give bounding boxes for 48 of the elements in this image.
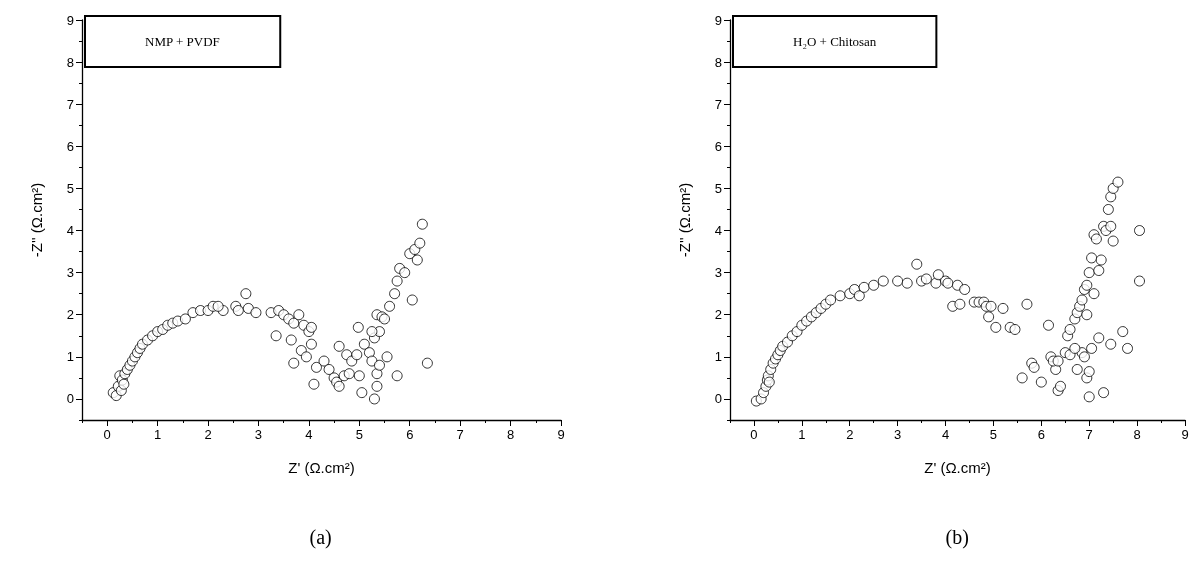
x-tick-label: 5 [355,427,363,442]
x-tick-label: 2 [204,427,212,442]
x-tick-label: 3 [894,427,902,442]
annotation: H₂O + Chitosan [793,34,877,49]
y-tick-label: 0 [714,391,722,407]
x-tick-label: 0 [103,427,111,442]
x-tick-label: 4 [305,427,313,442]
x-tick-label: 8 [1133,427,1141,442]
x-tick-label: 1 [798,427,806,442]
y-tick-label: 8 [66,54,74,70]
text: (b) [945,526,969,549]
y-tick-label: 8 [714,54,722,70]
y-tick-label: 3 [714,265,722,281]
text: (a) [309,526,332,549]
y-tick-label: 7 [714,96,722,112]
y-tick-label: 3 [66,265,74,281]
x-tick-label: 1 [154,427,162,442]
y-tick-label: 2 [714,307,722,323]
y-tick-label: 1 [714,349,722,365]
y-tick-label: 4 [66,223,74,239]
annotation: NMP + PVDF [145,34,220,49]
y-axis-title: -Z'' (Ω.cm²) [676,182,693,258]
x-tick-label: 5 [989,427,998,442]
y-tick-label: 4 [714,223,722,239]
y-tick-label: 9 [66,12,74,28]
y-tick-label: 0 [66,391,74,407]
x-tick-label: 9 [557,427,565,442]
x-tick-label: 8 [506,427,515,442]
x-tick-label: 0 [750,427,758,442]
x-tick-label: 7 [1085,427,1093,442]
x-axis-title: Z' (Ω.cm²) [288,459,355,476]
x-axis-title: Z' (Ω.cm²) [924,459,991,476]
y-tick-label: 2 [66,307,74,323]
y-tick-label: 9 [714,12,722,28]
x-tick-label: 2 [846,427,854,442]
y-axis-title: -Z'' (Ω.cm²) [28,182,45,258]
x-tick-label: 7 [456,427,464,442]
y-tick-label: 5 [66,180,74,196]
y-tick-label: 1 [66,349,74,365]
y-tick-label: 7 [66,96,74,112]
x-tick-label: 6 [406,427,414,442]
y-tick-label: 5 [714,180,722,196]
x-tick-label: 3 [254,427,263,442]
x-tick-label: 4 [941,427,950,442]
x-tick-label: 9 [1181,427,1189,442]
y-tick-label: 6 [66,138,74,154]
x-tick-label: 6 [1037,427,1045,442]
y-tick-label: 6 [714,138,722,154]
